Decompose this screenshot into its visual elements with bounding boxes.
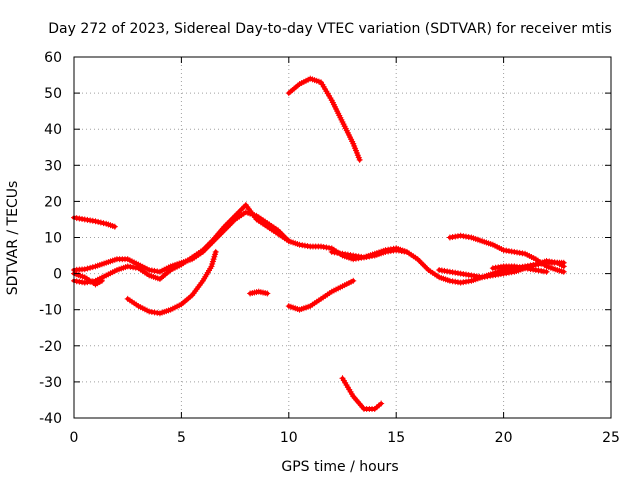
data-point (81, 266, 88, 273)
data-point-interp (87, 264, 94, 271)
x-axis-title: GPS time / hours (281, 459, 398, 475)
y-tick-label: 0 (53, 267, 62, 283)
series-arc-4 (71, 270, 105, 288)
y-axis-title: SDTVAR / TECUs (5, 181, 21, 296)
data-point-interp (97, 219, 104, 226)
data-point (350, 277, 357, 284)
data-point (264, 290, 271, 297)
x-tick-labels: 0 5 10 15 20 25 (70, 430, 620, 446)
y-tick-label: 60 (44, 50, 62, 66)
series-arc-5 (124, 248, 219, 317)
series-arc-10 (328, 245, 410, 261)
y-tick-label: -20 (39, 339, 62, 355)
y-tick-label: 30 (44, 158, 62, 174)
data-point (111, 223, 118, 230)
y-tick-label: 50 (44, 86, 62, 102)
series-arc-7 (285, 277, 357, 313)
data-point-interp (95, 218, 102, 225)
y-tick-label: -30 (39, 375, 62, 391)
data-point (543, 268, 550, 275)
y-tick-label: 40 (44, 122, 62, 138)
data-point-interp (84, 265, 91, 272)
series-arc-12 (446, 232, 567, 275)
data-points (71, 75, 567, 412)
series-arc-3 (71, 202, 292, 286)
x-tick-label: 0 (70, 430, 79, 446)
data-point (378, 400, 385, 407)
grid-lines (74, 57, 611, 418)
data-point-interp (100, 220, 107, 227)
chart-title: Day 272 of 2023, Sidereal Day-to-day VTE… (48, 21, 612, 37)
data-point (403, 248, 410, 255)
x-tick-label: 25 (602, 430, 620, 446)
series-arc-6 (247, 288, 271, 297)
y-tick-label: -10 (39, 303, 62, 319)
data-point (212, 248, 219, 255)
data-point (285, 238, 292, 245)
data-point (92, 218, 99, 225)
tick-marks (73, 56, 612, 419)
x-tick-label: 15 (387, 430, 405, 446)
data-point (560, 263, 567, 270)
data-point (560, 268, 567, 275)
y-tick-label: 20 (44, 194, 62, 210)
data-point-interp (89, 264, 96, 271)
data-point (356, 156, 363, 163)
y-tick-label: -40 (39, 411, 62, 427)
series-arc-1 (71, 214, 118, 230)
data-point (98, 277, 105, 284)
x-tick-label: 10 (280, 430, 298, 446)
y-tick-label: 10 (44, 231, 62, 247)
x-tick-label: 20 (495, 430, 513, 446)
series-line (125, 249, 218, 316)
series-arc-9 (339, 375, 385, 412)
series-arc-13 (489, 263, 550, 275)
series-line (340, 376, 384, 411)
series-arc-8 (285, 75, 363, 163)
y-tick-labels: -40 -30 -20 -10 0 10 20 30 40 50 60 (39, 50, 62, 427)
x-tick-label: 5 (177, 430, 186, 446)
